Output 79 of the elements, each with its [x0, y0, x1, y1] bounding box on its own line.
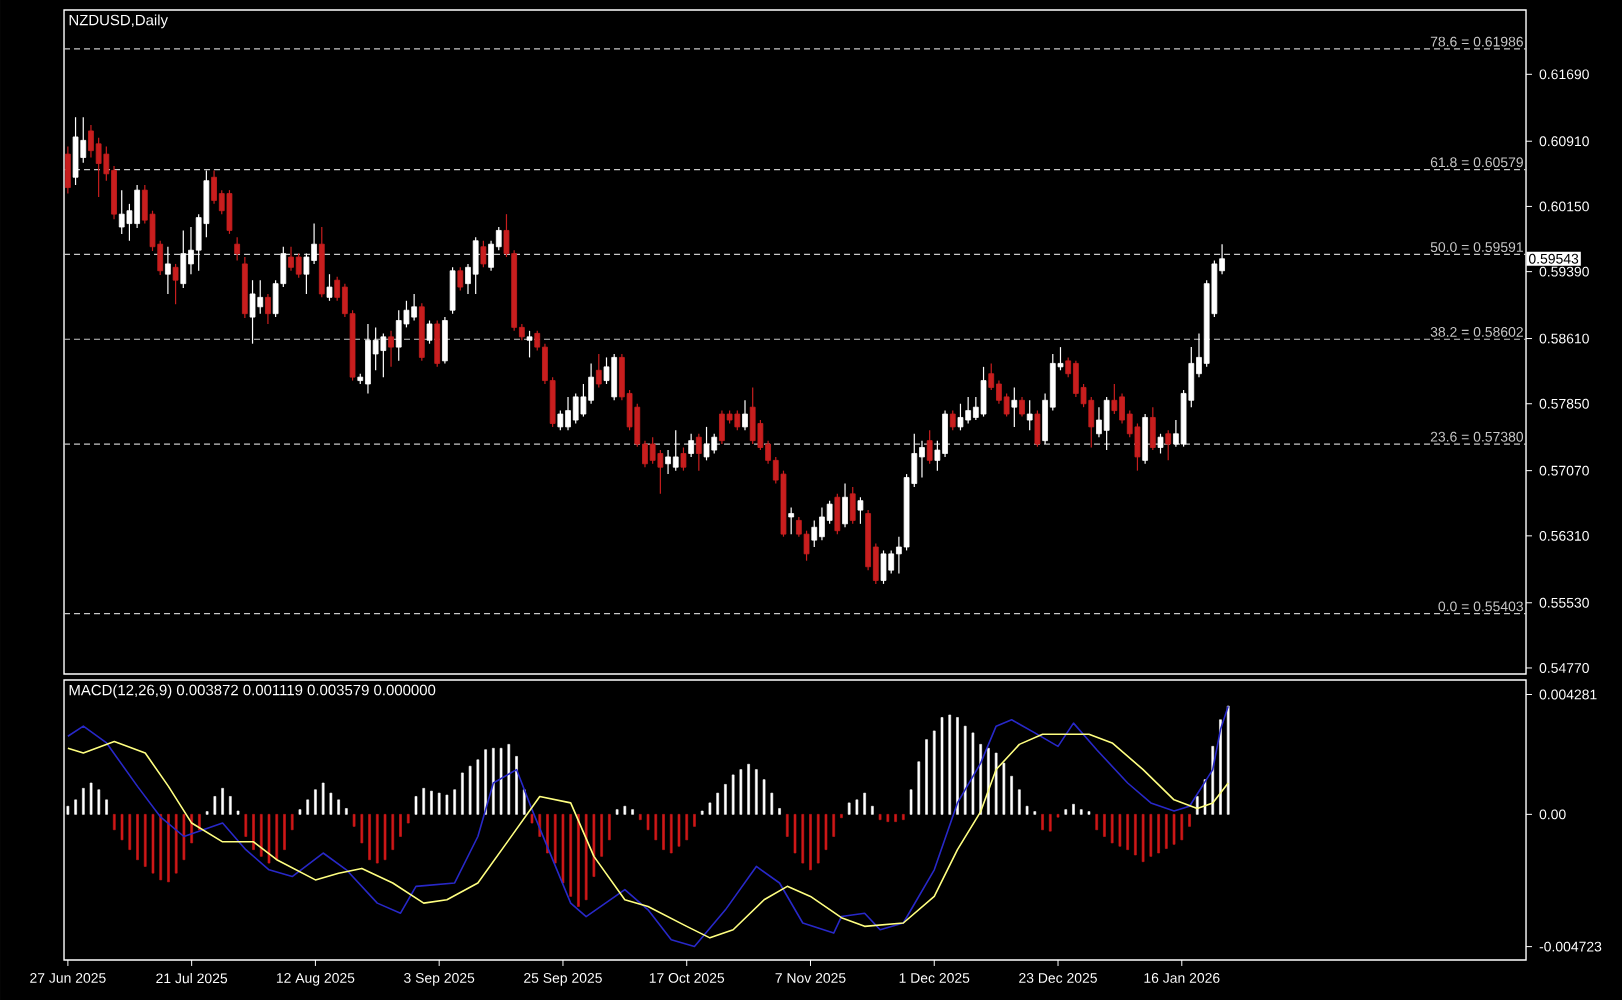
- candlestick: [1157, 433, 1164, 455]
- candlestick: [380, 332, 387, 378]
- candlestick: [849, 486, 856, 525]
- candlestick: [657, 449, 664, 495]
- candlestick: [72, 116, 79, 186]
- candlestick: [649, 436, 656, 465]
- candlestick: [1103, 396, 1110, 451]
- candlestick: [1011, 386, 1018, 428]
- candlestick: [388, 330, 394, 368]
- candlestick: [842, 482, 848, 528]
- candlestick: [557, 410, 564, 431]
- candlestick: [719, 410, 725, 445]
- candlestick: [672, 429, 679, 472]
- candlestick: [742, 399, 748, 431]
- candlestick: [1096, 406, 1102, 438]
- candlestick: [888, 549, 895, 575]
- candlestick: [957, 403, 964, 431]
- candlestick: [1149, 406, 1156, 451]
- candlestick: [65, 145, 71, 195]
- candlestick: [295, 253, 302, 279]
- candlestick: [565, 396, 571, 431]
- candlestick: [472, 236, 479, 295]
- candlestick: [1019, 396, 1025, 418]
- candlestick: [926, 429, 933, 465]
- candlestick: [434, 319, 441, 368]
- candlestick: [611, 353, 618, 401]
- candlestick: [226, 189, 233, 235]
- candlestick: [134, 184, 140, 229]
- candlestick: [688, 433, 694, 458]
- candlestick: [395, 309, 402, 362]
- candlestick: [326, 273, 333, 302]
- candlestick: [234, 236, 241, 262]
- candlestick: [1073, 360, 1079, 398]
- candlestick: [949, 410, 956, 431]
- candlestick: [695, 433, 702, 472]
- candlestick: [411, 293, 417, 322]
- candlestick: [118, 189, 125, 235]
- candlestick: [257, 279, 264, 315]
- line-series: [67, 705, 1230, 948]
- candlestick: [942, 410, 948, 458]
- candlestick: [834, 493, 841, 535]
- candlestick: [180, 229, 187, 289]
- candlestick: [526, 330, 533, 359]
- candlestick: [665, 449, 671, 475]
- candlestick: [572, 392, 579, 425]
- candlestick: [980, 366, 987, 418]
- candlestick: [288, 246, 294, 272]
- candlestick: [449, 266, 456, 315]
- candlestick: [819, 506, 825, 541]
- candlestick: [1165, 429, 1172, 461]
- line-series: [67, 733, 1230, 939]
- candlestick: [811, 519, 818, 548]
- candlestick: [265, 293, 271, 325]
- candlestick: [734, 410, 741, 431]
- candlestick: [88, 124, 94, 159]
- candlestick: [703, 426, 710, 461]
- candlestick: [95, 137, 102, 198]
- candlestick: [426, 319, 433, 345]
- candlestick: [680, 446, 687, 472]
- candlestick: [919, 440, 925, 479]
- candlestick: [788, 506, 795, 535]
- candlestick: [1142, 413, 1148, 465]
- candlestick: [880, 549, 887, 585]
- candlestick: [165, 246, 171, 295]
- candlestick: [965, 396, 972, 425]
- candlestick: [711, 433, 718, 455]
- candlestick: [172, 263, 179, 305]
- candlestick: [442, 316, 448, 365]
- candlestick: [249, 279, 256, 345]
- candlestick: [595, 353, 602, 389]
- candlestick: [857, 496, 864, 525]
- candlestick: [457, 266, 464, 292]
- candlestick: [1026, 399, 1033, 431]
- candlestick: [749, 386, 756, 445]
- candlestick: [480, 240, 487, 268]
- candlestick: [1034, 410, 1041, 448]
- candlestick: [365, 323, 371, 395]
- candlestick: [1111, 383, 1118, 415]
- candlestick: [211, 169, 217, 205]
